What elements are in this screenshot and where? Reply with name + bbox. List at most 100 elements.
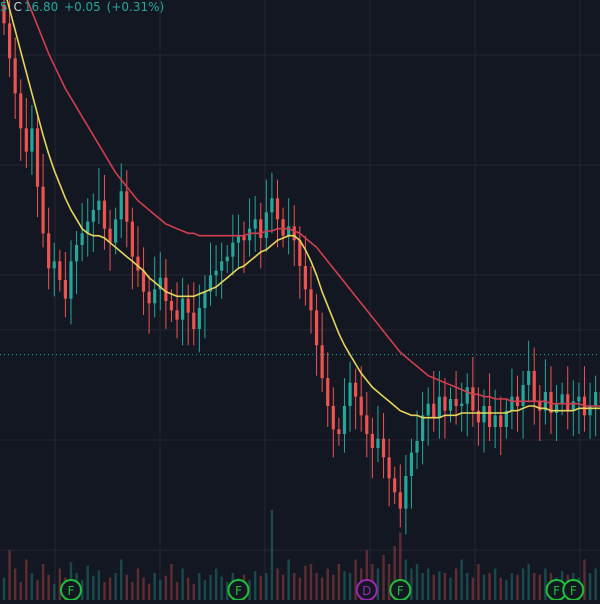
candle-body xyxy=(170,301,173,310)
candle-body xyxy=(337,429,340,434)
volume-bar xyxy=(3,578,5,601)
volume-bar xyxy=(215,569,217,601)
volume-bar xyxy=(193,584,195,600)
earnings-event-marker[interactable]: F xyxy=(563,580,583,600)
candle-body xyxy=(142,271,145,292)
candle-body xyxy=(187,299,190,313)
volume-bar xyxy=(36,580,38,600)
candle-body xyxy=(365,415,368,434)
volume-bar xyxy=(477,564,479,600)
volume-bar xyxy=(114,573,116,600)
candle-body xyxy=(449,399,452,411)
candle-body xyxy=(415,441,418,453)
candle-body xyxy=(432,404,435,418)
volume-bar xyxy=(460,560,462,601)
candle-body xyxy=(192,313,195,329)
earnings-event-marker[interactable]: F xyxy=(390,580,410,600)
candle-body xyxy=(237,236,240,243)
volume-bar xyxy=(410,569,412,601)
candle-body xyxy=(53,261,56,268)
volume-bar xyxy=(198,573,200,600)
candle-body xyxy=(494,415,497,427)
candle-body xyxy=(97,201,100,210)
candle-body xyxy=(136,257,139,271)
earnings-event-marker[interactable]: F xyxy=(228,580,248,600)
volume-bar xyxy=(260,576,262,600)
volume-bar xyxy=(382,555,384,600)
volume-bar xyxy=(466,573,468,600)
volume-bar xyxy=(505,580,507,600)
volume-bar xyxy=(14,569,16,601)
candle-body xyxy=(214,271,217,276)
volume-bar xyxy=(299,578,301,601)
candle-body xyxy=(265,212,268,238)
candle-body xyxy=(538,401,541,410)
candle-body xyxy=(388,457,391,478)
volume-bar xyxy=(276,569,278,601)
volume-bar xyxy=(53,584,55,600)
earnings-event-marker[interactable]: F xyxy=(61,580,81,600)
volume-bar xyxy=(433,575,435,600)
candle-body xyxy=(36,128,39,186)
candle-body xyxy=(254,219,257,228)
volume-bar xyxy=(282,575,284,600)
volume-bar xyxy=(500,578,502,601)
volume-bar xyxy=(8,551,10,601)
volume-bar xyxy=(148,584,150,600)
volume-bar xyxy=(455,569,457,601)
candle-body xyxy=(410,453,413,476)
volume-bar xyxy=(472,578,474,601)
event-marker-label: F xyxy=(553,584,560,598)
volume-bar xyxy=(427,569,429,601)
candle-body xyxy=(343,406,346,434)
volume-bar xyxy=(332,575,334,600)
candle-body xyxy=(332,406,335,429)
candle-body xyxy=(131,222,134,257)
volume-bar xyxy=(321,578,323,601)
volume-bar xyxy=(544,569,546,601)
candle-body xyxy=(293,226,296,240)
candle-body xyxy=(164,278,167,301)
candle-body xyxy=(120,191,123,219)
volume-bar xyxy=(109,578,111,601)
candle-body xyxy=(533,371,536,401)
volume-bar xyxy=(159,580,161,600)
volume-bar xyxy=(209,575,211,600)
volume-bar xyxy=(315,573,317,600)
candle-body xyxy=(231,243,234,257)
volume-bar xyxy=(142,578,144,601)
volume-bar xyxy=(187,578,189,601)
volume-bar xyxy=(304,566,306,600)
candle-body xyxy=(92,210,95,222)
volume-bar xyxy=(416,564,418,600)
candle-body xyxy=(488,406,491,427)
candle-body xyxy=(226,257,229,262)
event-marker-label: F xyxy=(397,584,404,598)
close-value: 16.80 xyxy=(24,0,58,14)
candle-body xyxy=(81,233,84,245)
volume-bar xyxy=(349,573,351,600)
volume-bar xyxy=(343,571,345,600)
event-marker-label: F xyxy=(68,584,75,598)
volume-bar xyxy=(533,573,535,600)
volume-bar xyxy=(539,575,541,600)
volume-bar xyxy=(388,564,390,600)
candle-body xyxy=(259,219,262,238)
volume-bar xyxy=(20,582,22,600)
candle-body xyxy=(371,434,374,448)
candle-body xyxy=(376,439,379,448)
volume-bar xyxy=(170,564,172,600)
dividend-event-marker[interactable]: D xyxy=(357,580,377,600)
candle-body xyxy=(594,392,597,406)
volume-bar xyxy=(594,569,596,601)
volume-bar xyxy=(98,570,100,600)
volume-bar xyxy=(120,560,122,601)
candle-body xyxy=(125,191,128,221)
candle-body xyxy=(360,397,363,416)
candle-body xyxy=(114,219,117,242)
candle-body xyxy=(315,310,318,345)
